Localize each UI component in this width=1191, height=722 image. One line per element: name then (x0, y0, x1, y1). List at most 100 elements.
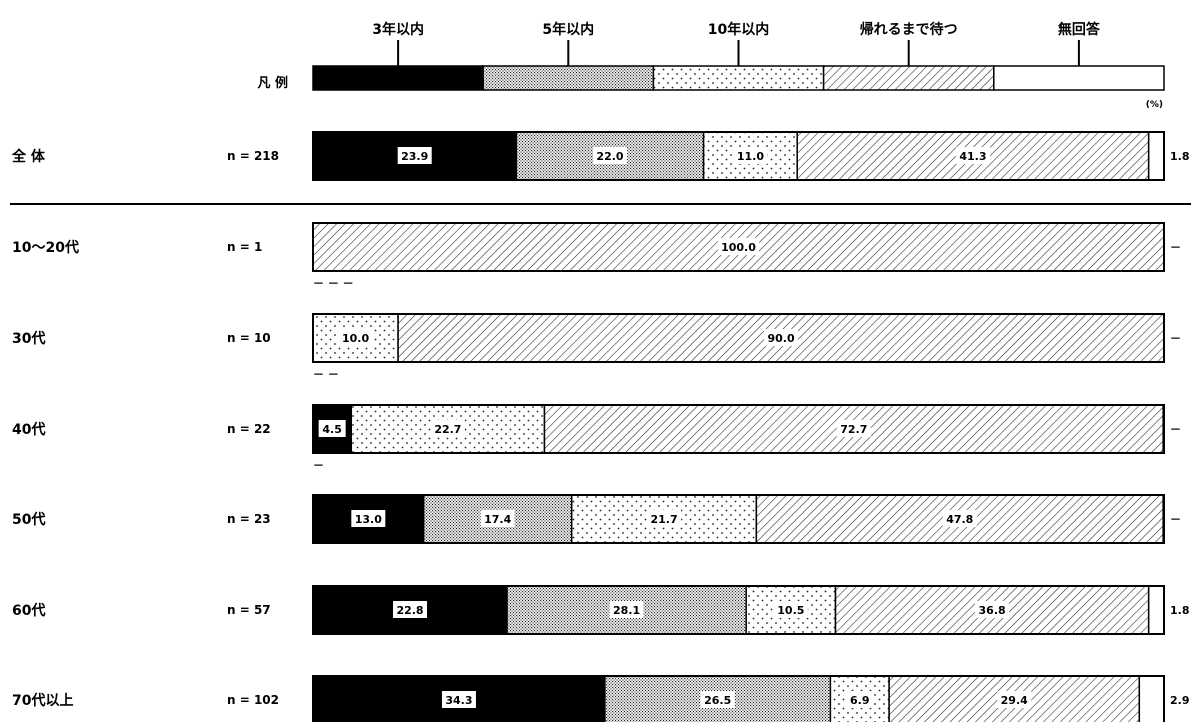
data-label-series-5: － (1170, 513, 1181, 526)
data-label-box (975, 601, 1010, 618)
bar-outline (312, 494, 1165, 544)
bar-outline (312, 404, 1165, 454)
data-label-series-5: － (1170, 332, 1181, 345)
data-label-series-2: 22.0 (596, 150, 623, 163)
data-label-series-1: 22.8 (396, 604, 423, 617)
bar-outline (312, 585, 1165, 635)
data-label-series-3: 6.9 (850, 694, 870, 707)
data-label-series-3: 11.0 (737, 150, 764, 163)
data-label-series-4: 90.0 (767, 332, 794, 345)
bar-outline (312, 313, 1165, 363)
legend-swatch-series-2 (482, 65, 655, 91)
chart-row: 30代 n = 10 10.0 90.0 － － － (12, 313, 1181, 381)
legend-bar (312, 65, 1165, 91)
row-sample-size: n = 23 (227, 512, 271, 526)
data-label-box (430, 420, 465, 437)
chart-row: 全 体 n = 218 23.9 22.0 11.0 41.3 1.8 (11, 131, 1190, 181)
legend-entry-series-3: 10年以内 (708, 21, 769, 38)
data-label-series-1: 23.9 (401, 150, 428, 163)
data-label-series-5: 2.9 (1170, 694, 1190, 707)
data-label-series-1: 4.5 (322, 423, 342, 436)
bar-outline (312, 131, 1165, 181)
zero-value-markers: － － (313, 368, 339, 381)
data-label-series-4: 72.7 (840, 423, 867, 436)
data-label-box (338, 329, 373, 346)
data-label-box (700, 691, 735, 708)
chart-row: 50代 n = 23 13.0 17.4 21.7 47.8 － (12, 494, 1181, 544)
data-label-box (397, 147, 432, 164)
data-label-series-4: 41.3 (959, 150, 986, 163)
data-label-series-4: 100.0 (721, 241, 756, 254)
data-label-box (764, 329, 799, 346)
chart-row: 70代以上 n = 102 34.3 26.5 6.9 29.4 2.9 (12, 675, 1190, 722)
row-label: 30代 (12, 330, 45, 347)
bar-segment-series-5 (1147, 131, 1165, 181)
data-label-box (351, 510, 386, 527)
legend-entry-series-5: 無回答 (1058, 21, 1101, 38)
data-label-series-1: 13.0 (355, 513, 382, 526)
data-label-box (393, 601, 428, 618)
legend-entry-series-4: 帰れるまで待つ (860, 21, 958, 38)
zero-value-markers: － (313, 459, 324, 472)
legend-swatch-series-5 (993, 65, 1165, 91)
unit-label: (%) (1146, 100, 1163, 110)
data-label-series-3: 10.5 (777, 604, 804, 617)
data-label-box (846, 691, 874, 708)
row-label: 60代 (12, 602, 45, 619)
data-label-series-3: 22.7 (434, 423, 461, 436)
legend-items: 3年以内 5年以内 10年以内 帰れるまで待つ 無回答 (372, 21, 1101, 66)
data-label-box (718, 238, 759, 255)
data-label-series-5: － (1170, 241, 1181, 254)
data-label-box (318, 420, 346, 437)
data-label-box (441, 691, 476, 708)
data-label-series-2: 17.4 (484, 513, 511, 526)
bar-outline (312, 222, 1165, 272)
row-sample-size: n = 1 (227, 240, 262, 254)
chart-row: 60代 n = 57 22.8 28.1 10.5 36.8 1.8 (12, 585, 1190, 635)
data-label-box (480, 510, 515, 527)
bar-segment-series-5 (1147, 585, 1165, 635)
data-label-series-3: 10.0 (342, 332, 369, 345)
chart-rows: 全 体 n = 218 23.9 22.0 11.0 41.3 1.8 10～20代 n = 1… (11, 131, 1190, 722)
data-label-series-4: 29.4 (1001, 694, 1028, 707)
row-sample-size: n = 218 (227, 149, 279, 163)
row-label: 40代 (12, 421, 45, 438)
data-label-series-5: 1.8 (1170, 604, 1190, 617)
row-sample-size: n = 22 (227, 422, 271, 436)
data-label-box (592, 147, 627, 164)
data-label-box (997, 691, 1032, 708)
data-label-series-4: 47.8 (946, 513, 973, 526)
data-label-box (733, 147, 768, 164)
row-label: 10～20代 (12, 239, 79, 256)
chart-row: 40代 n = 22 4.5 22.7 72.7 － － (12, 404, 1181, 472)
legend-swatch-series-4 (822, 65, 995, 91)
legend-label: 凡 例 (257, 75, 288, 91)
data-label-series-4: 36.8 (979, 604, 1006, 617)
data-label-series-2: 26.5 (704, 694, 731, 707)
bar-segment-series-5 (1138, 675, 1165, 722)
data-label-series-5: － (1170, 423, 1181, 436)
legend-swatch-series-3 (652, 65, 825, 91)
zero-value-markers: － － － (313, 277, 354, 290)
legend-entry-series-2: 5年以内 (542, 21, 594, 38)
data-label-box (609, 601, 644, 618)
row-sample-size: n = 57 (227, 603, 271, 617)
data-label-box (836, 420, 871, 437)
data-label-series-5: 1.8 (1170, 150, 1190, 163)
legend-entry-series-1: 3年以内 (372, 21, 424, 38)
legend-swatch-series-1 (312, 65, 484, 91)
data-label-box (955, 147, 990, 164)
data-label-series-1: 34.3 (445, 694, 472, 707)
chart-row: 10～20代 n = 1 100.0 － － － － (12, 222, 1181, 290)
data-label-box (942, 510, 977, 527)
row-sample-size: n = 102 (227, 693, 279, 707)
bar-outline (312, 675, 1165, 722)
row-label: 50代 (12, 511, 45, 528)
data-label-series-3: 21.7 (650, 513, 677, 526)
data-label-box (647, 510, 682, 527)
data-label-box (773, 601, 808, 618)
data-label-series-2: 28.1 (613, 604, 640, 617)
legend: 凡 例 3年以内 5年以内 10年以内 帰れるまで待つ 無回答 (%) (257, 21, 1165, 110)
row-label: 70代以上 (12, 692, 73, 709)
